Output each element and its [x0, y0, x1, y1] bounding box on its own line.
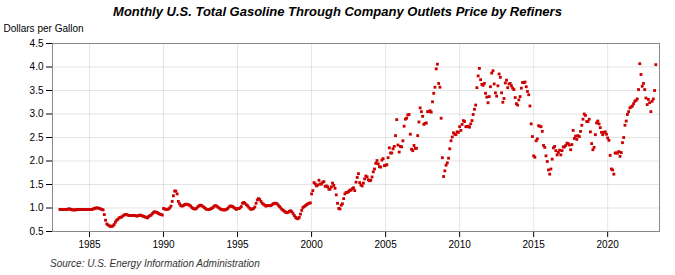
svg-text:3.0: 3.0	[30, 108, 44, 119]
svg-text:3.5: 3.5	[30, 85, 44, 96]
svg-text:2.0: 2.0	[30, 155, 44, 166]
svg-text:2010: 2010	[449, 239, 472, 250]
html-text:Monthly U.S. Total Gasoline Th: Monthly U.S. Total Gasoline Through Comp…	[113, 4, 562, 19]
svg-text:Dollars per Gallon: Dollars per Gallon	[4, 23, 84, 34]
svg-text:2020: 2020	[597, 239, 620, 250]
svg-text:2005: 2005	[374, 239, 397, 250]
svg-text:1995: 1995	[226, 239, 249, 250]
svg-text:2015: 2015	[523, 239, 546, 250]
svg-text:0.5: 0.5	[30, 226, 44, 237]
svg-text:1985: 1985	[78, 239, 101, 250]
svg-text:1.0: 1.0	[30, 202, 44, 213]
svg-text:2.5: 2.5	[30, 132, 44, 143]
svg-text:1.5: 1.5	[30, 179, 44, 190]
svg-text:4.0: 4.0	[30, 61, 44, 72]
svg-text:4.5: 4.5	[30, 38, 44, 49]
svg-text:2000: 2000	[300, 239, 323, 250]
html-text:Source: U.S. Energy Informatio: Source: U.S. Energy Information Administ…	[50, 258, 260, 269]
svg-text:1990: 1990	[152, 239, 175, 250]
